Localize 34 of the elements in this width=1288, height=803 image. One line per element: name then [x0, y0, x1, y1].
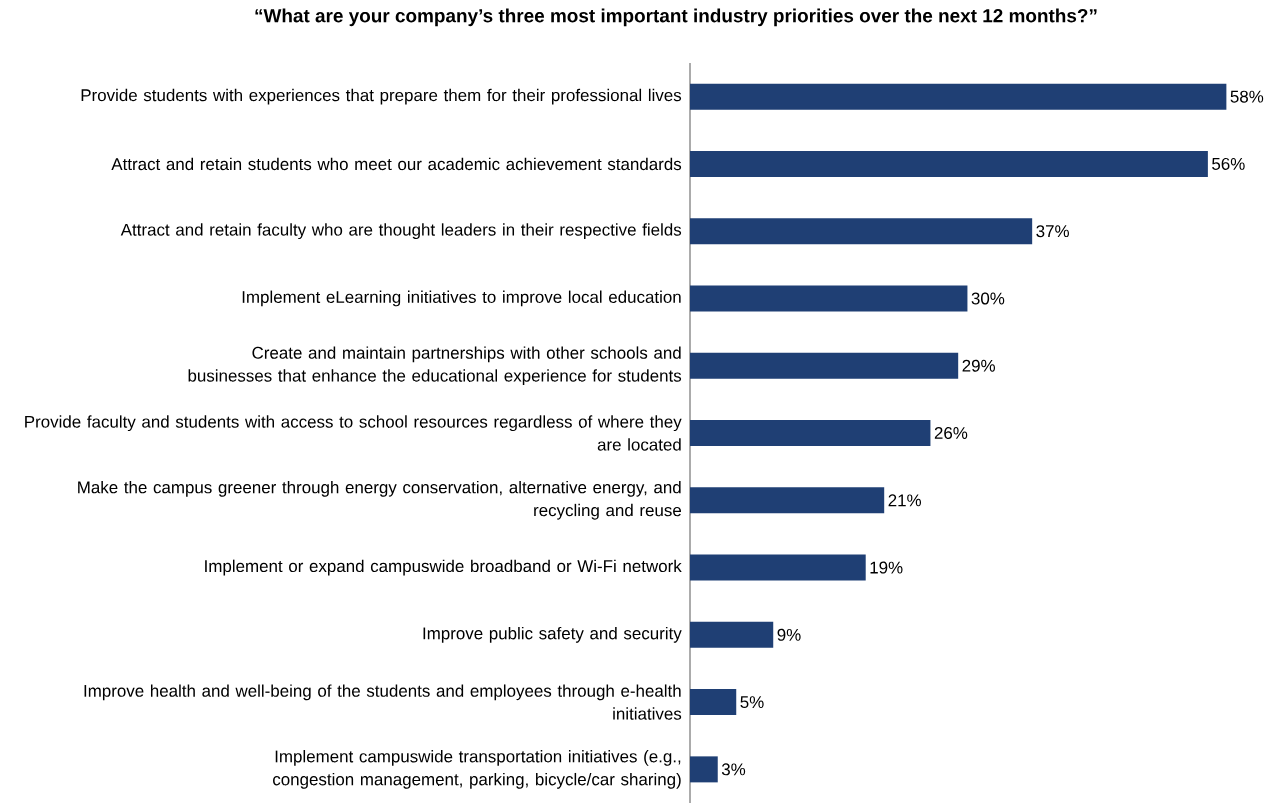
- data-label: 26%: [934, 427, 968, 440]
- y-tick-label: Create and maintain partnerships with other schools and businesses that enhance the educational experience for students: [188, 346, 682, 386]
- y-tick-label: Improve public safety and security: [423, 626, 682, 643]
- bar: [690, 150, 1208, 177]
- data-label: 5%: [740, 696, 764, 709]
- data-label: 21%: [888, 494, 922, 507]
- y-tick-label: Attract and retain faculty who are thought leaders in their respective fields: [120, 223, 682, 240]
- data-label: 30%: [971, 292, 1005, 305]
- bar: [690, 285, 968, 312]
- bar: [690, 420, 931, 446]
- data-label: 37%: [1036, 225, 1069, 238]
- y-tick-label: Improve health and well-being of the students and employees through e-health initiatives: [84, 684, 682, 720]
- y-tick-label: Implement campuswide transportation initiatives (e.g., congestion management, parking, bicycle/car sharing): [273, 750, 681, 789]
- y-tick-label: Attract and retain students who meet our academic achievement standards: [111, 157, 682, 171]
- bar: [690, 756, 718, 783]
- data-label: 9%: [777, 628, 801, 641]
- bar: [690, 487, 885, 514]
- bar: [690, 554, 866, 581]
- y-tick-label: Implement or expand campuswide broadband or Wi-Fi network: [205, 559, 682, 576]
- chart-title: “What are your company’s three most important industry priorities over the next 12 months?”: [255, 8, 1097, 27]
- y-tick-label: Provide faculty and students with access to school resources regardless of where they are located: [25, 415, 682, 451]
- data-label: 58%: [1230, 90, 1264, 103]
- bar: [690, 689, 737, 716]
- y-tick-label: Implement eLearning initiatives to improve local education: [242, 290, 681, 307]
- y-tick-label: Make the campus greener through energy conservation, alternative energy, and recycling and reuse: [78, 480, 682, 520]
- data-label: 29%: [962, 359, 995, 372]
- data-label: 56%: [1212, 157, 1245, 170]
- bar: [690, 621, 774, 648]
- data-label: 19%: [870, 561, 903, 574]
- bar: [690, 83, 1227, 110]
- y-tick-label: Provide students with experiences that prepare them for their professional lives: [81, 88, 682, 105]
- bar: [690, 352, 959, 379]
- data-label: 3%: [721, 763, 746, 776]
- bar: [690, 218, 1033, 245]
